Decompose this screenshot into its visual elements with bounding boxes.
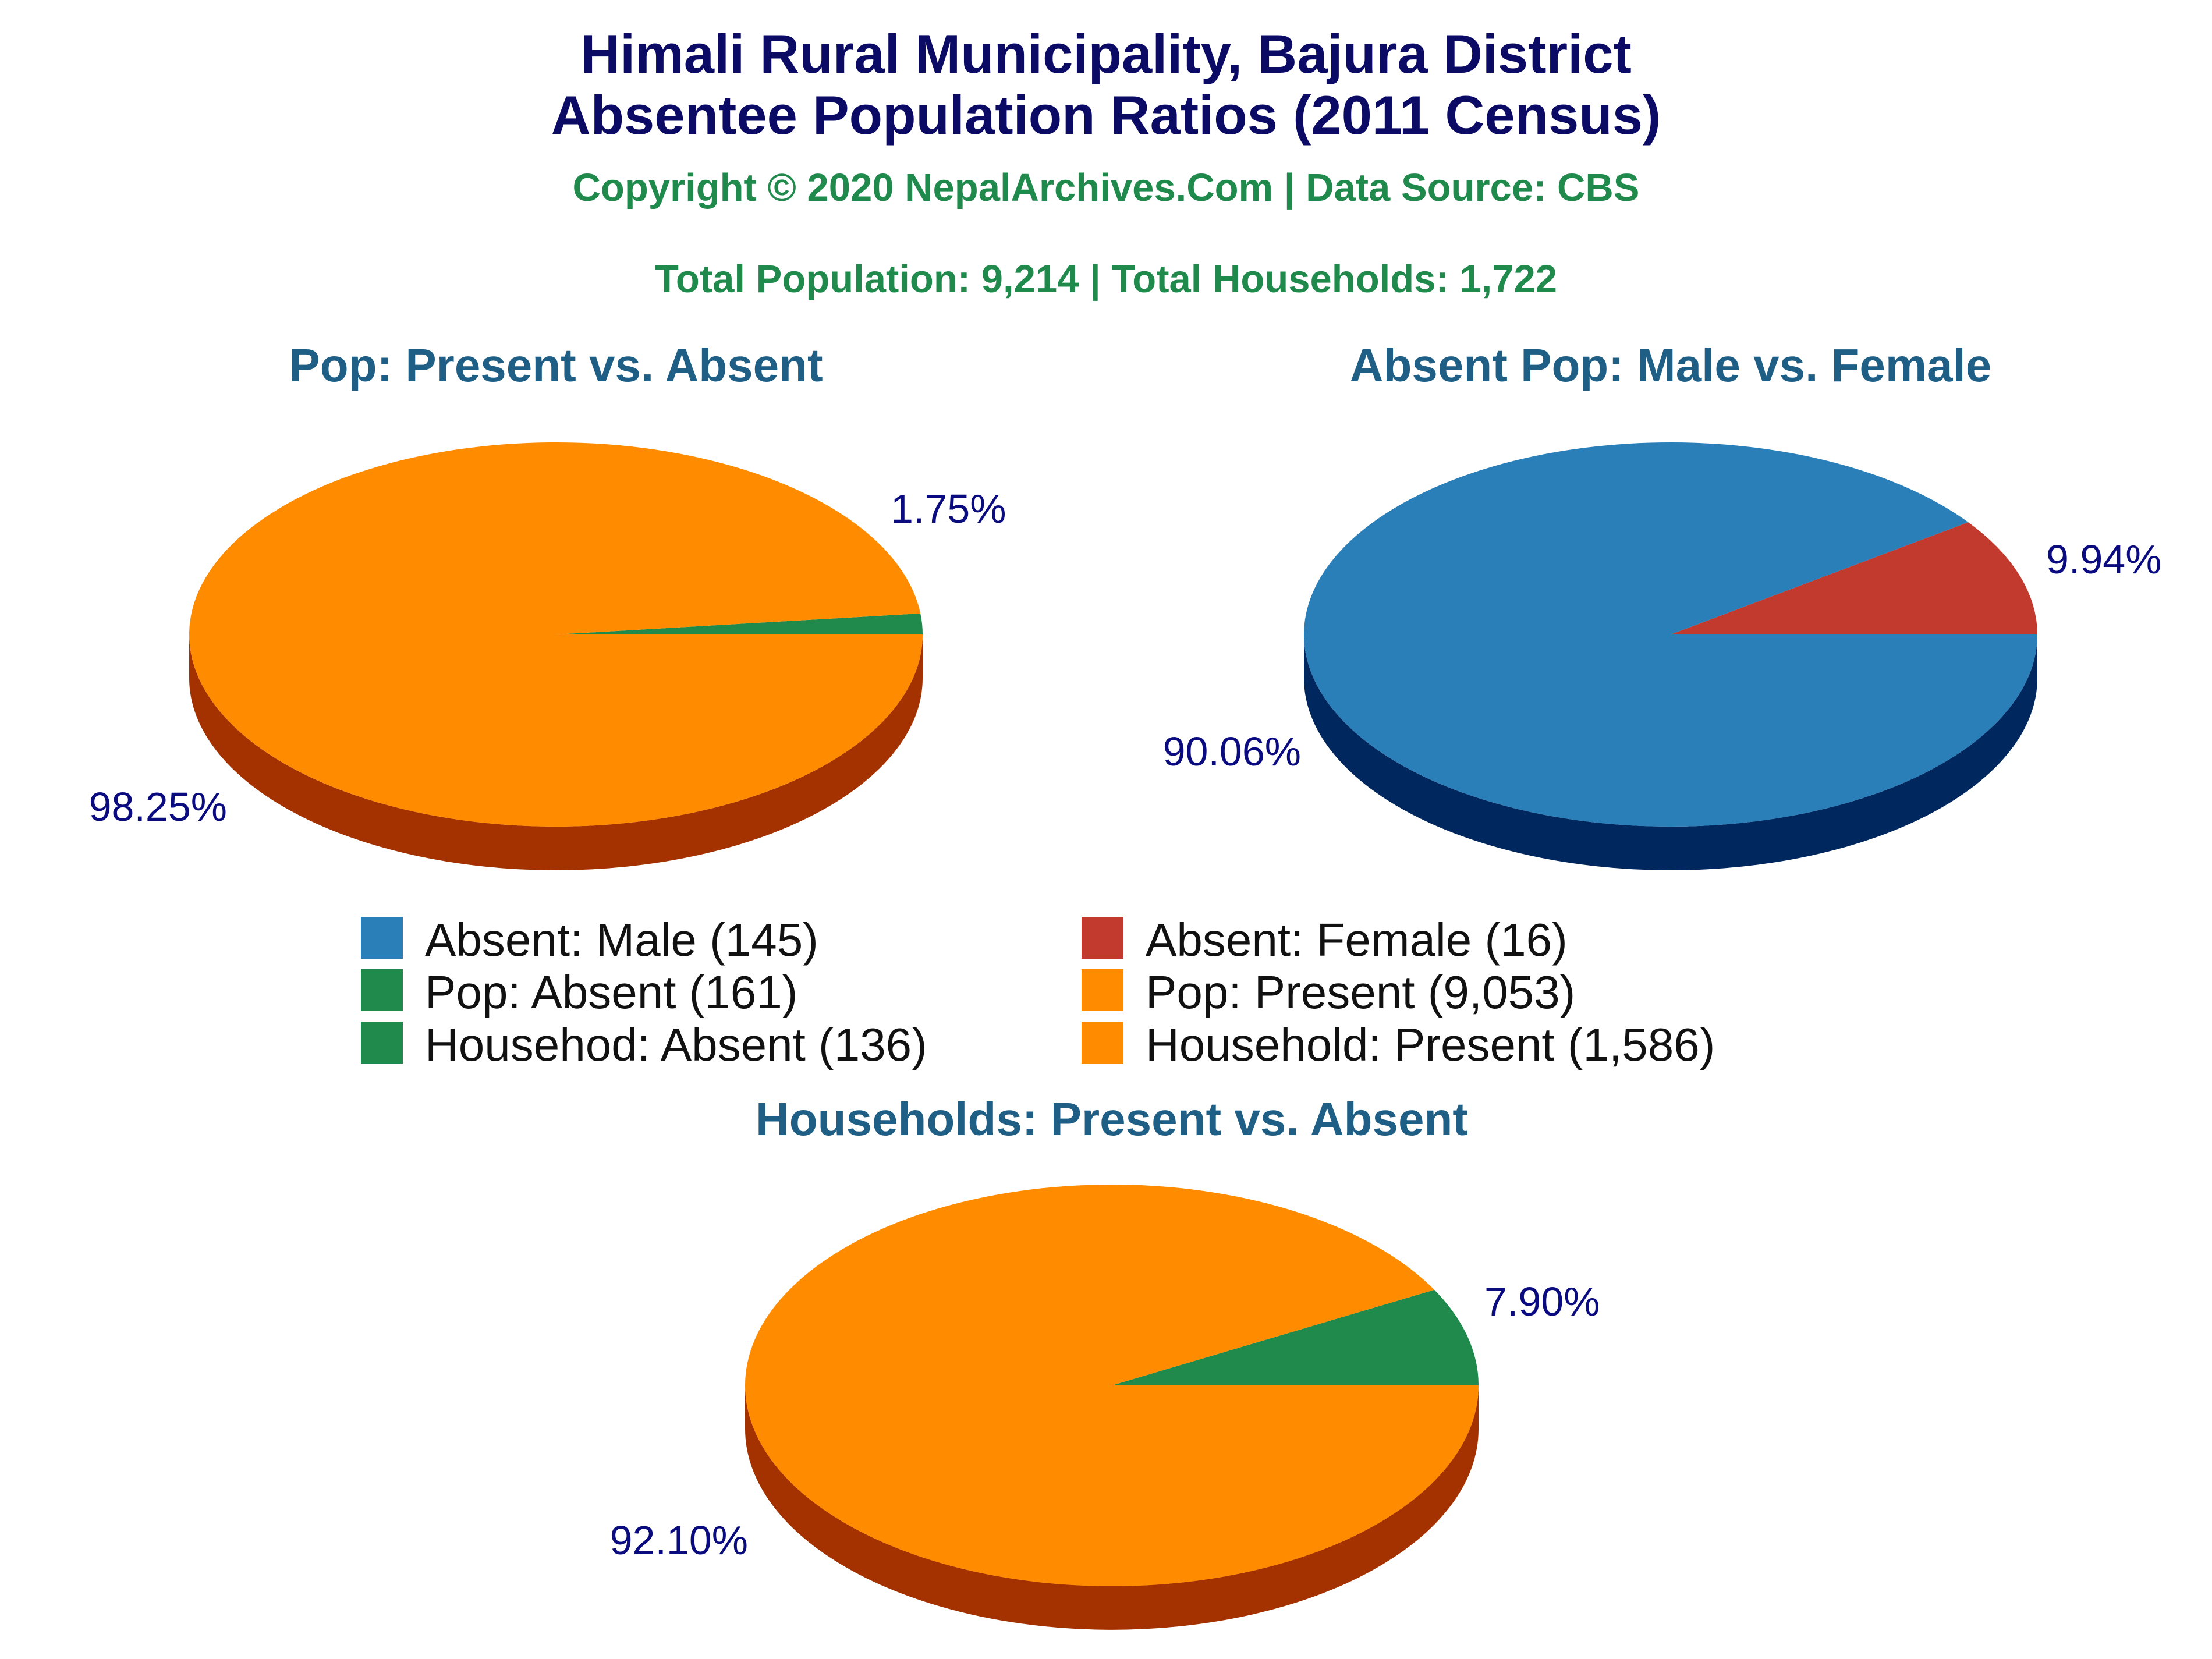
totals-text: Total Population: 9,214 | Total Househol… — [655, 257, 1557, 302]
copyright-text: Copyright © 2020 NepalArchives.Com | Dat… — [573, 166, 1640, 210]
legend-label-pop-absent: Pop: Absent (161) — [425, 966, 797, 1018]
pie-households — [745, 1184, 1479, 1630]
pie-absent-gender-slice-1 — [1304, 442, 2037, 827]
legend-label-absent-male: Absent: Male (145) — [425, 914, 818, 966]
pie-population-slice-1 — [189, 442, 923, 827]
legend-swatch-household-absent — [361, 1022, 403, 1064]
legend-swatch-absent-female — [1082, 917, 1123, 959]
pie-population-slice-0 — [556, 613, 923, 634]
legend-swatch-pop-absent — [361, 969, 403, 1011]
pie-population — [189, 442, 923, 870]
chart-title-line2: Absentee Population Ratios (2011 Census) — [551, 84, 1661, 146]
pie-title-absent-gender: Absent Pop: Male vs. Female — [1350, 339, 1992, 391]
pie-households-slice-0 — [1112, 1289, 1479, 1385]
pie-population-label-present: 98.25% — [89, 784, 227, 830]
pie-title-households: Households: Present vs. Absent — [756, 1093, 1468, 1145]
pie-households-label-present: 92.10% — [610, 1518, 748, 1563]
pie-gender-label-male: 90.06% — [1163, 729, 1301, 774]
legend-label-pop-present: Pop: Present (9,053) — [1146, 966, 1575, 1018]
pie-households-label-absent: 7.90% — [1484, 1279, 1600, 1324]
pie-gender-label-female: 9.94% — [2046, 537, 2161, 582]
pie-population-label-absent: 1.75% — [891, 486, 1006, 531]
pie-households-slice-1 — [745, 1184, 1479, 1586]
legend: Absent: Male (145) Absent: Female (16) P… — [361, 914, 1715, 1070]
legend-label-household-absent: Househod: Absent (136) — [425, 1019, 927, 1070]
pie-absent-gender-slice-0 — [1671, 522, 2037, 634]
pie-absent-gender — [1304, 442, 2037, 870]
pie-households-side — [745, 1385, 1479, 1630]
legend-swatch-pop-present — [1082, 969, 1123, 1011]
pie-absent-gender-side — [1304, 634, 2037, 870]
legend-label-household-present: Household: Present (1,586) — [1146, 1019, 1715, 1070]
pie-title-population: Pop: Present vs. Absent — [289, 339, 823, 391]
legend-swatch-household-present — [1082, 1022, 1123, 1064]
pie-population-side — [189, 634, 923, 870]
legend-label-absent-female: Absent: Female (16) — [1146, 914, 1568, 966]
chart-title-line1: Himali Rural Municipality, Bajura Distri… — [580, 23, 1632, 84]
legend-swatch-absent-male — [361, 917, 403, 959]
